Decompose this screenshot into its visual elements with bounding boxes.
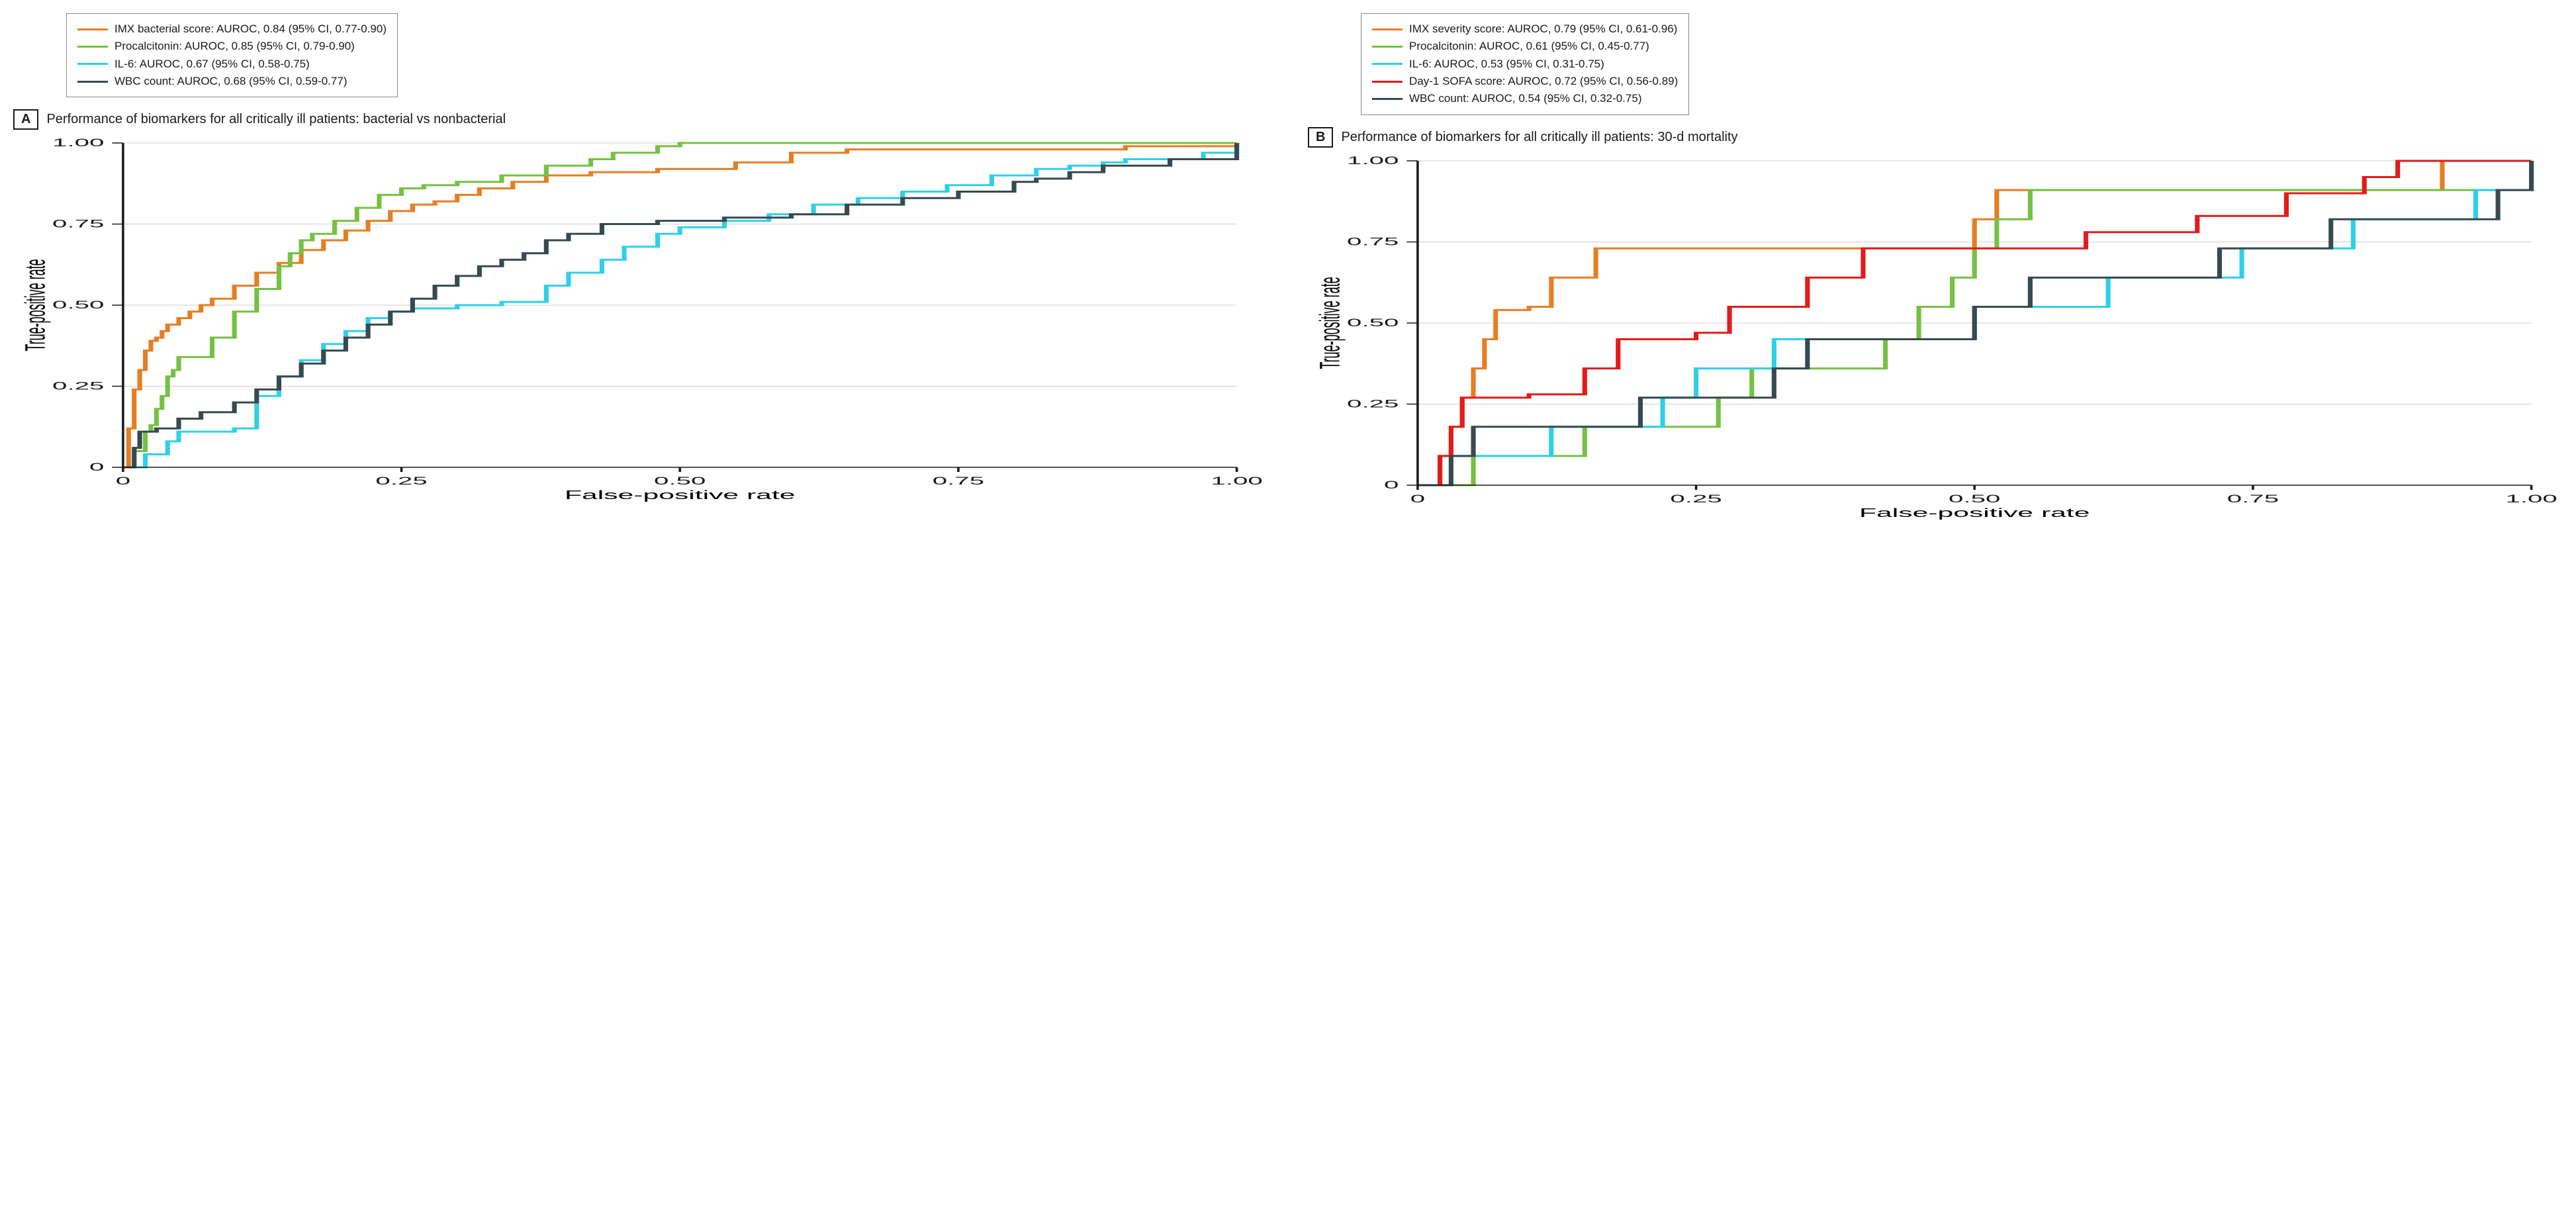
panel-b-title: Performance of biomarkers for all critic… (1341, 130, 1737, 145)
chart-a-wrap: 0 0.25 0.50 0.75 1.00 0 0.25 0.50 0.75 1.00 False-… (13, 136, 1268, 507)
svg-text:0.75: 0.75 (2227, 492, 2279, 504)
legend-row: Procalcitonin: AUROC, 0.85 (95% CI, 0.79… (77, 38, 387, 55)
svg-text:1.00: 1.00 (52, 136, 104, 149)
legend-swatch (77, 63, 108, 65)
chart-b: 0 0.25 0.50 0.75 1.00 0 0.25 0.50 0.75 1.00 False-… (1308, 154, 2563, 525)
legend-label: IL-6: AUROC, 0.67 (95% CI, 0.58-0.75) (115, 56, 310, 73)
svg-text:1.00: 1.00 (1211, 475, 1262, 487)
svg-text:0.50: 0.50 (52, 299, 104, 311)
legend-swatch (77, 81, 108, 83)
legend-row: IMX severity score: AUROC, 0.79 (95% CI,… (1372, 21, 1678, 38)
svg-text:0.25: 0.25 (52, 379, 104, 392)
legend-label: WBC count: AUROC, 0.68 (95% CI, 0.59-0.7… (115, 73, 347, 90)
svg-text:0.25: 0.25 (1347, 397, 1399, 410)
legend-swatch (1372, 63, 1403, 65)
panel-b-title-row: B Performance of biomarkers for all crit… (1308, 127, 2563, 148)
svg-text:0.75: 0.75 (1347, 235, 1399, 248)
svg-text:0.25: 0.25 (375, 475, 427, 487)
legend-label: WBC count: AUROC, 0.54 (95% CI, 0.32-0.7… (1409, 90, 1641, 107)
svg-text:0: 0 (116, 475, 130, 487)
svg-text:0.75: 0.75 (52, 217, 104, 230)
chart-b-wrap: 0 0.25 0.50 0.75 1.00 0 0.25 0.50 0.75 1.00 False-… (1308, 154, 2563, 525)
legend-swatch (77, 46, 108, 48)
svg-text:True-positive rate: True-positive rate (19, 259, 50, 351)
legend-row: WBC count: AUROC, 0.54 (95% CI, 0.32-0.7… (1372, 90, 1678, 107)
legend-swatch (1372, 46, 1403, 48)
legend-label: IMX severity score: AUROC, 0.79 (95% CI,… (1409, 21, 1677, 38)
legend-label: IMX bacterial score: AUROC, 0.84 (95% CI… (115, 21, 387, 38)
svg-text:0: 0 (1384, 478, 1399, 490)
panel-b-letter: B (1308, 127, 1333, 148)
legend-row: Day-1 SOFA score: AUROC, 0.72 (95% CI, 0… (1372, 73, 1678, 90)
legend-row: WBC count: AUROC, 0.68 (95% CI, 0.59-0.7… (77, 73, 387, 90)
panel-b: IMX severity score: AUROC, 0.79 (95% CI,… (1308, 13, 2563, 525)
svg-text:0.75: 0.75 (933, 475, 984, 487)
svg-text:0: 0 (1410, 492, 1425, 504)
panel-a-title-row: A Performance of biomarkers for all crit… (13, 109, 1268, 130)
svg-text:0.50: 0.50 (654, 475, 706, 487)
legend-swatch (1372, 81, 1403, 83)
svg-text:0.50: 0.50 (1347, 316, 1399, 328)
svg-text:True-positive rate: True-positive rate (1313, 277, 1345, 369)
panel-a: IMX bacterial score: AUROC, 0.84 (95% CI… (13, 13, 1268, 525)
figure-container: IMX bacterial score: AUROC, 0.84 (95% CI… (13, 13, 2563, 525)
legend-swatch (1372, 28, 1403, 30)
legend-b: IMX severity score: AUROC, 0.79 (95% CI,… (1361, 13, 1689, 115)
legend-row: IL-6: AUROC, 0.53 (95% CI, 0.31-0.75) (1372, 56, 1678, 73)
legend-label: Day-1 SOFA score: AUROC, 0.72 (95% CI, 0… (1409, 73, 1678, 90)
legend-swatch (1372, 98, 1403, 100)
svg-text:0.50: 0.50 (1949, 492, 2000, 504)
legend-swatch (77, 28, 108, 30)
legend-row: IL-6: AUROC, 0.67 (95% CI, 0.58-0.75) (77, 56, 387, 73)
legend-row: Procalcitonin: AUROC, 0.61 (95% CI, 0.45… (1372, 38, 1678, 55)
svg-text:False-positive rate: False-positive rate (1859, 506, 2090, 519)
svg-text:0.25: 0.25 (1670, 492, 1722, 504)
svg-text:False-positive rate: False-positive rate (565, 488, 795, 502)
legend-row: IMX bacterial score: AUROC, 0.84 (95% CI… (77, 21, 387, 38)
legend-a: IMX bacterial score: AUROC, 0.84 (95% CI… (66, 13, 398, 97)
legend-label: Procalcitonin: AUROC, 0.85 (95% CI, 0.79… (115, 38, 355, 55)
chart-a: 0 0.25 0.50 0.75 1.00 0 0.25 0.50 0.75 1.00 False-… (13, 136, 1268, 507)
panel-a-letter: A (13, 109, 38, 130)
legend-label: IL-6: AUROC, 0.53 (95% CI, 0.31-0.75) (1409, 56, 1604, 73)
svg-text:1.00: 1.00 (2505, 492, 2557, 504)
legend-label: Procalcitonin: AUROC, 0.61 (95% CI, 0.45… (1409, 38, 1649, 55)
svg-text:0: 0 (89, 461, 104, 473)
svg-text:1.00: 1.00 (1347, 154, 1399, 167)
panel-a-title: Performance of biomarkers for all critic… (46, 112, 506, 127)
